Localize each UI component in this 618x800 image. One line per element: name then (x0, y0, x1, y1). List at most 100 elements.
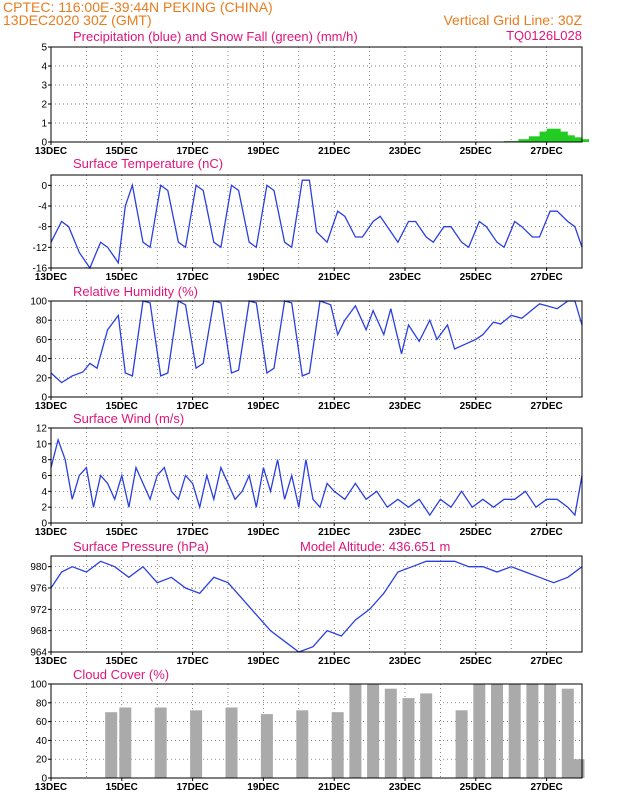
y-tick-label: 1 (41, 119, 47, 130)
cloud-bar (544, 684, 557, 778)
cloud-bar (154, 707, 167, 778)
y-tick-label: 60 (36, 717, 48, 728)
x-tick-label: 25DEC (460, 782, 492, 793)
y-tick-label: 40 (36, 354, 48, 365)
y-tick-label: 5 (41, 43, 47, 54)
panel-title: Precipitation (blue) and Snow Fall (gree… (73, 29, 358, 44)
cloud-bar (572, 759, 585, 778)
snow-bar (567, 137, 582, 143)
cloud-bar (331, 712, 344, 778)
x-tick-label: 21DEC (318, 656, 350, 667)
cloud-bar (526, 684, 539, 778)
y-tick-label: 2 (41, 100, 47, 111)
header-line2: 13DEC2020 30Z (GMT) (3, 12, 152, 28)
x-tick-label: 13DEC (35, 401, 67, 412)
x-tick-label: 25DEC (460, 401, 492, 412)
x-tick-label: 13DEC (35, 146, 67, 157)
plot-frame (50, 555, 583, 653)
cloud-bar (561, 688, 574, 778)
series-line (50, 179, 583, 270)
x-tick-label: 19DEC (247, 782, 279, 793)
plot-frame (50, 683, 583, 779)
cloud-bar (455, 710, 468, 778)
x-tick-label: 27DEC (530, 146, 562, 157)
y-tick-label: 12 (36, 424, 48, 435)
panel-6: 0 20 40 60 80 100 13DEC 15DEC 17DEC 19DEC 21DEC 23D… (30, 667, 585, 793)
y-tick-label: 6 (41, 471, 47, 482)
y-tick-label: 0 (41, 393, 47, 404)
x-tick-label: 17DEC (176, 656, 208, 667)
cloud-bar (491, 684, 503, 778)
x-tick-label: 19DEC (247, 146, 279, 157)
y-tick-label: 60 (36, 335, 48, 346)
header-line1: CPTEC: 116:00E-39:44N PEKING (CHINA) (3, 0, 273, 15)
cloud-bar (105, 712, 118, 778)
panel-title: Cloud Cover (%) (73, 667, 169, 682)
x-tick-label: 21DEC (318, 401, 350, 412)
x-tick-label: 23DEC (389, 146, 421, 157)
y-tick-label: -4 (38, 202, 47, 213)
y-tick-label: 0 (41, 774, 47, 785)
plot-frame (50, 427, 583, 524)
cloud-bar (473, 684, 486, 778)
panel-title: Surface Wind (m/s) (73, 411, 184, 426)
series-line (50, 437, 583, 517)
y-tick-label: -16 (33, 264, 48, 275)
cloud-bar (190, 710, 203, 778)
x-tick-label: 13DEC (35, 527, 67, 538)
x-tick-label: 23DEC (389, 401, 421, 412)
x-tick-label: 27DEC (530, 656, 562, 667)
cloud-bar (384, 688, 397, 778)
panel-3: 0 20 40 60 80 100 13DEC 15DEC 17DEC 19DEC 21DEC 23D… (30, 284, 583, 412)
panel-title: Surface Pressure (hPa) (73, 539, 209, 554)
y-tick-label: 972 (30, 605, 47, 616)
y-tick-label: 100 (30, 297, 47, 308)
x-tick-label: 15DEC (106, 656, 138, 667)
x-tick-label: 19DEC (247, 401, 279, 412)
y-tick-label: 0 (41, 519, 47, 530)
plot-frame (50, 300, 583, 398)
x-tick-label: 19DEC (247, 272, 279, 283)
y-tick-label: 4 (41, 62, 47, 73)
series-line (50, 560, 583, 653)
cloud-bar (402, 698, 415, 778)
panel-title: Surface Temperature (nC) (73, 156, 223, 171)
x-tick-label: 15DEC (106, 146, 138, 157)
y-tick-label: 8 (41, 455, 47, 466)
x-tick-label: 15DEC (106, 401, 138, 412)
y-tick-label: -8 (38, 222, 47, 233)
cloud-bar (260, 714, 273, 778)
y-tick-label: 0 (41, 181, 47, 192)
panel-4: 0 2 4 6 8 10 12 13DEC 15DEC 17DEC 19DEC 21DEC 23DEC 2… (35, 411, 583, 538)
cloud-bar (349, 684, 362, 778)
cloud-bar (420, 693, 433, 778)
y-tick-label: 10 (36, 439, 48, 450)
panel-1: 0 1 2 3 4 5 13DEC 15DEC 17DEC 19DEC 21DEC 23DEC 25DE… (35, 29, 589, 157)
y-tick-label: 964 (30, 648, 47, 659)
y-tick-label: 4 (41, 487, 47, 498)
y-tick-label: 40 (36, 736, 48, 747)
x-tick-label: 25DEC (460, 527, 492, 538)
x-tick-label: 23DEC (389, 272, 421, 283)
x-tick-label: 23DEC (389, 656, 421, 667)
panel-5: 964 968 972 976 980 13DEC 15DEC 17DEC 19DEC 21DEC… (30, 539, 583, 667)
series-line (50, 299, 583, 384)
x-tick-label: 19DEC (247, 527, 279, 538)
x-tick-label: 21DEC (318, 782, 350, 793)
plot-frame (50, 174, 583, 269)
x-tick-label: 27DEC (530, 272, 562, 283)
x-tick-label: 17DEC (176, 782, 208, 793)
x-tick-label: 15DEC (106, 527, 138, 538)
y-tick-label: 976 (30, 584, 47, 595)
y-tick-label: 3 (41, 81, 47, 92)
y-tick-label: 968 (30, 626, 47, 637)
x-tick-label: 25DEC (460, 272, 492, 283)
y-tick-label: -12 (33, 243, 48, 254)
x-tick-label: 21DEC (318, 146, 350, 157)
snow-bar (560, 135, 575, 142)
x-tick-label: 13DEC (35, 656, 67, 667)
y-tick-label: 80 (36, 698, 48, 709)
y-tick-label: 80 (36, 316, 48, 327)
